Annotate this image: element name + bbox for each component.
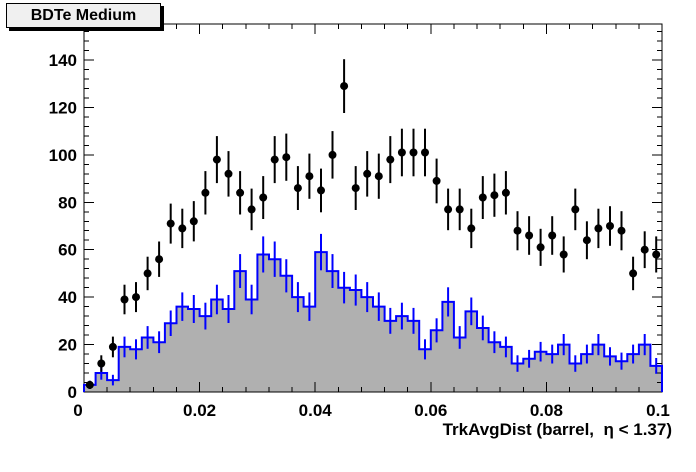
x-axis-title: TrkAvgDist (barrel, η < 1.37) bbox=[442, 420, 672, 439]
title-box: BDTe Medium bbox=[6, 3, 161, 28]
x-tick-label: 0 bbox=[73, 401, 82, 420]
y-tick-label: 20 bbox=[58, 336, 77, 355]
y-tick-label: 40 bbox=[58, 288, 77, 307]
y-tick-label: 80 bbox=[58, 193, 77, 212]
x-tick-label: 0.08 bbox=[530, 401, 563, 420]
histogram-fill bbox=[84, 252, 662, 392]
y-tick-label: 140 bbox=[49, 51, 77, 70]
data-point-markers bbox=[85, 82, 661, 389]
y-tick-label: 0 bbox=[68, 383, 77, 402]
y-tick-label: 60 bbox=[58, 241, 77, 260]
x-tick-label: 0.04 bbox=[299, 401, 333, 420]
y-tick-label: 120 bbox=[49, 98, 77, 117]
histogram-outline bbox=[83, 251, 663, 392]
x-tick-label: 0.06 bbox=[414, 401, 447, 420]
title-box-label: BDTe Medium bbox=[30, 7, 137, 24]
y-tick-label: 100 bbox=[49, 146, 77, 165]
x-tick-label: 0.1 bbox=[646, 401, 670, 420]
x-tick-label: 0.02 bbox=[183, 401, 216, 420]
plot-frame bbox=[83, 23, 663, 393]
